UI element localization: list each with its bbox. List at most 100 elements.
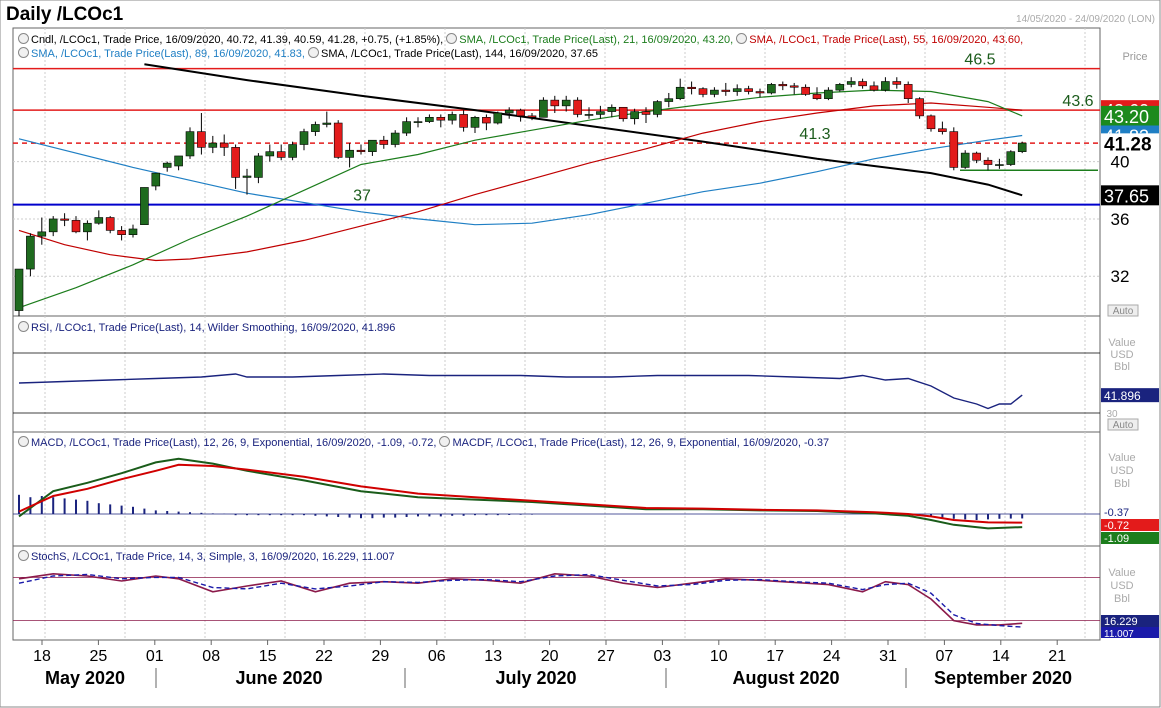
candle-body: [607, 106, 617, 112]
candle-body: [846, 81, 856, 85]
value-axis-header: USD: [1110, 349, 1133, 361]
candle-body: [972, 152, 981, 161]
candle-body: [117, 230, 126, 235]
macd-flag-label: -1.09: [1104, 533, 1129, 545]
legend-entry: SMA, /LCOc1, Trade Price(Last), 21, 16/0…: [459, 34, 734, 46]
candle-body: [60, 218, 69, 221]
pane-frame-2: [12, 431, 1101, 547]
legend-icon: [18, 33, 29, 44]
candle-body: [903, 84, 913, 99]
candle-body: [573, 99, 582, 115]
candle-body: [140, 187, 149, 225]
candle-body: [675, 86, 685, 99]
value-axis-header: Value: [1108, 567, 1135, 579]
x-tick-label: 24: [823, 648, 841, 665]
candle-body: [835, 84, 845, 91]
candle-body: [504, 109, 514, 114]
candle-body: [482, 117, 491, 124]
x-tick-label: 20: [541, 648, 559, 665]
month-label: June 2020: [235, 668, 322, 688]
candle-body: [516, 109, 525, 117]
legend-entry: StochS, /LCOc1, Trade Price, 14, 3, Simp…: [31, 551, 395, 563]
legend-entry: RSI, /LCOc1, Trade Price(Last), 14, Wild…: [31, 322, 396, 334]
legend-icon: [439, 436, 451, 447]
candle-body: [687, 86, 696, 89]
price-tick: 36: [1111, 210, 1130, 229]
candle-body: [892, 81, 902, 85]
price-tick: 32: [1111, 267, 1130, 286]
candle-body: [83, 222, 92, 233]
sma89-line: [18, 134, 1023, 226]
rsi-flag-label: 41.896: [1104, 389, 1141, 403]
candle-body: [14, 268, 24, 311]
macd-flag: [1101, 519, 1159, 531]
auto-box: [1107, 304, 1139, 317]
candle-body: [858, 81, 867, 87]
legend-entry: MACDF, /LCOc1, Trade Price(Last), 12, 26…: [452, 437, 830, 449]
candle-body: [390, 132, 400, 145]
value-axis-header: Bbl: [1114, 593, 1130, 605]
candle-body: [778, 84, 788, 87]
x-tick-label: 07: [936, 648, 954, 665]
x-tick-label: 01: [146, 648, 164, 665]
candle-body: [356, 149, 366, 152]
candle-body: [105, 217, 115, 231]
stoch-flag-label: 11.007: [1104, 629, 1134, 640]
chart-title: Daily /LCOc1: [6, 4, 124, 25]
value-axis-header: Value: [1108, 337, 1135, 349]
candle-body: [413, 121, 423, 123]
stoch-flag: [1101, 627, 1159, 638]
candle-body: [881, 81, 890, 91]
value-axis-header: USD: [1110, 465, 1133, 477]
x-tick-label: 22: [315, 648, 333, 665]
candle-body: [710, 89, 719, 95]
candle-body: [960, 152, 970, 168]
auto-label: Auto: [1113, 306, 1134, 317]
candle-body: [26, 235, 35, 270]
candle-body: [789, 85, 799, 88]
candle-body: [721, 89, 731, 92]
x-tick-label: 13: [484, 648, 502, 665]
candle-body: [983, 159, 993, 165]
candle-body: [584, 114, 594, 116]
price-axis-header: Price: [1122, 51, 1147, 63]
legend-icon: [18, 321, 29, 332]
candle-body: [345, 149, 354, 158]
sma21-line: [18, 89, 1023, 309]
price-flag-label: 41.28: [1104, 134, 1152, 155]
x-tick-label: 15: [259, 648, 277, 665]
month-label: September 2020: [934, 668, 1072, 688]
candle-body: [162, 162, 172, 168]
macd-flag: [1101, 532, 1159, 544]
legend-entry: Cndl, /LCOc1, Trade Price, 16/09/2020, 4…: [31, 34, 444, 46]
candle-body: [128, 228, 138, 235]
candle-body: [550, 99, 560, 107]
macd-line: [18, 457, 1023, 530]
price-tick: 40: [1111, 153, 1130, 172]
stoch-flag: [1101, 615, 1159, 627]
x-tick-label: 06: [428, 648, 446, 665]
candle-body: [539, 99, 548, 118]
month-label: May 2020: [45, 668, 125, 688]
candle-body: [37, 231, 47, 237]
value-axis-header: USD: [1110, 580, 1133, 592]
legend-icon: [18, 47, 29, 58]
value-axis-header: Bbl: [1114, 478, 1130, 490]
stoch-legend: StochS, /LCOc1, Trade Price, 14, 3, Simp…: [18, 550, 395, 563]
legend-icon: [446, 33, 458, 44]
level-label: 41.3: [799, 126, 830, 143]
legend-entry: SMA, /LCOc1, Trade Price(Last), 89, 16/0…: [31, 48, 305, 60]
x-tick-label: 25: [90, 648, 108, 665]
candle-body: [288, 144, 297, 158]
candle-body: [71, 220, 81, 233]
x-tick-label: 29: [372, 648, 390, 665]
legend-entry: MACD, /LCOc1, Trade Price(Last), 12, 26,…: [31, 437, 437, 449]
x-tick-label: 31: [879, 648, 897, 665]
macd-flag-label: -0.37: [1104, 507, 1129, 519]
candle-body: [425, 117, 434, 122]
candle-body: [265, 151, 275, 157]
candle-body: [174, 155, 183, 167]
sma55-line: [18, 102, 1023, 262]
candle-body: [447, 114, 457, 121]
